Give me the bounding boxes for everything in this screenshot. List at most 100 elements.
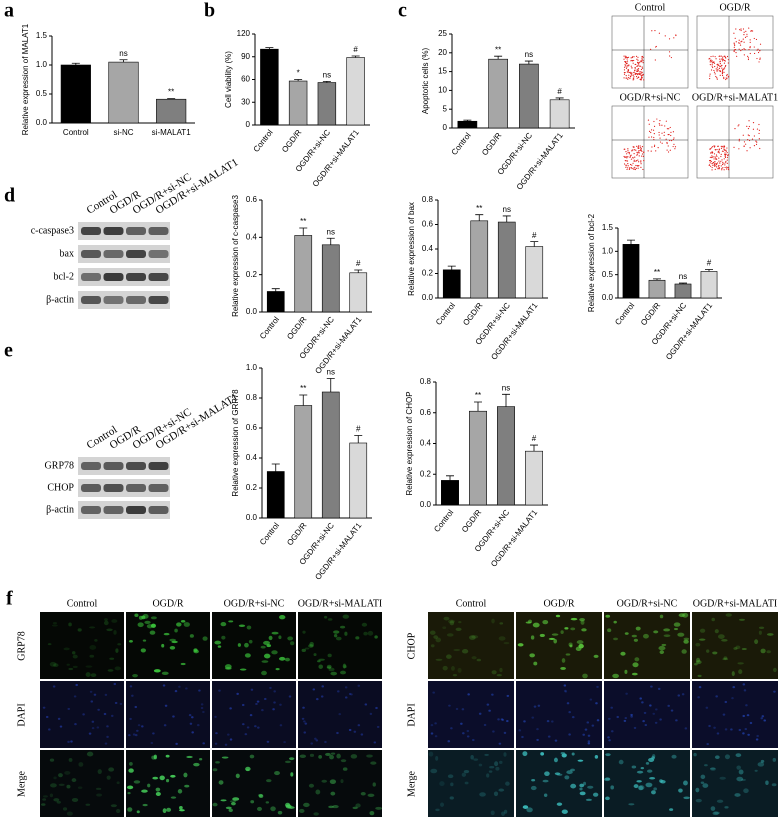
cell [715,695,718,698]
flow-dot [630,65,632,67]
cell [757,762,765,767]
flow-dot [668,133,670,136]
flow-dot [653,136,655,139]
cell [134,705,138,709]
flow-dot [709,162,711,164]
error-bar [475,214,484,221]
cell [214,640,222,645]
flow-dot [623,155,625,158]
flow-dot [743,31,745,33]
flow-dot [720,160,722,162]
y-tick-label: 0.2 [246,483,258,492]
cell [188,714,192,717]
cell [428,751,434,757]
flow-dot [709,156,711,158]
flow-dot [659,141,662,143]
cell [136,729,139,732]
flow-dot [716,70,718,72]
flow-dot [626,63,628,65]
cell [49,758,55,762]
cell [52,621,58,625]
flow-dot [709,75,711,77]
flow-dot [631,59,633,62]
flow-dot [744,36,747,38]
error-bar [627,239,635,245]
cell [497,718,500,721]
column-label: OGD/R [543,598,574,609]
cell [503,752,507,757]
y-axis-label: Relative expression of bax [407,202,416,296]
flow-dot [720,165,722,167]
significance-label: # [356,259,361,268]
flow-dot [726,166,728,168]
flow-dot [709,64,711,66]
flow-dot [631,72,633,74]
significance-label: # [557,87,562,96]
flow-dot [626,66,628,68]
flow-dot [641,72,643,74]
cell [433,635,438,639]
cell [447,740,451,743]
flow-dot [659,124,661,126]
cell [185,687,188,690]
cell [625,692,628,695]
blot-band [148,462,169,470]
flow-dot [641,155,643,157]
cell [68,667,74,671]
flow-dot [629,76,632,78]
blot-band [103,250,124,258]
flow-dot [719,162,721,164]
cell [451,666,455,671]
flow-dot [643,79,645,81]
panel-letter: e [4,340,13,362]
flow-dot [658,32,660,34]
cell [501,718,505,721]
cell [200,706,204,710]
cell [140,648,146,653]
cell [542,779,549,783]
cell [271,631,279,635]
cell [536,738,539,742]
flow-dot [709,77,711,80]
cell [171,640,178,644]
cell [318,664,324,669]
cell [89,626,96,629]
cell [336,690,340,693]
cell [698,686,702,689]
cell [583,781,587,786]
error-bar [354,435,363,443]
cell [723,656,728,660]
flow-dot [637,64,639,66]
flow-dot [630,72,632,74]
micrograph [126,750,210,817]
cell [570,617,578,621]
cell [499,622,504,625]
flow-dot [756,141,758,143]
cell [494,761,499,767]
flow-dot [655,45,657,48]
flow-dot [627,149,629,151]
cell [375,806,382,810]
cell [323,615,328,619]
y-tick-label: 10 [438,86,447,95]
cell [42,795,48,798]
flow-dot [664,125,666,127]
flow-dot [759,57,761,59]
cell [695,798,702,803]
cell [288,695,292,698]
flow-dot [714,168,716,170]
cell [131,694,134,697]
flow-dot [753,52,756,55]
band-label: β-actin [46,504,74,515]
cell [569,644,573,648]
flow-dot [633,78,635,80]
blot-band [126,462,146,470]
column-label: OGD/R [152,598,183,609]
flow-dot [640,166,642,168]
flow-dot [725,168,728,170]
cell [128,639,133,643]
flow-dot [710,147,713,149]
flow-dot [720,58,723,60]
x-tick-label: OGD/R [480,131,503,157]
y-tick-label: 0.6 [422,220,434,229]
